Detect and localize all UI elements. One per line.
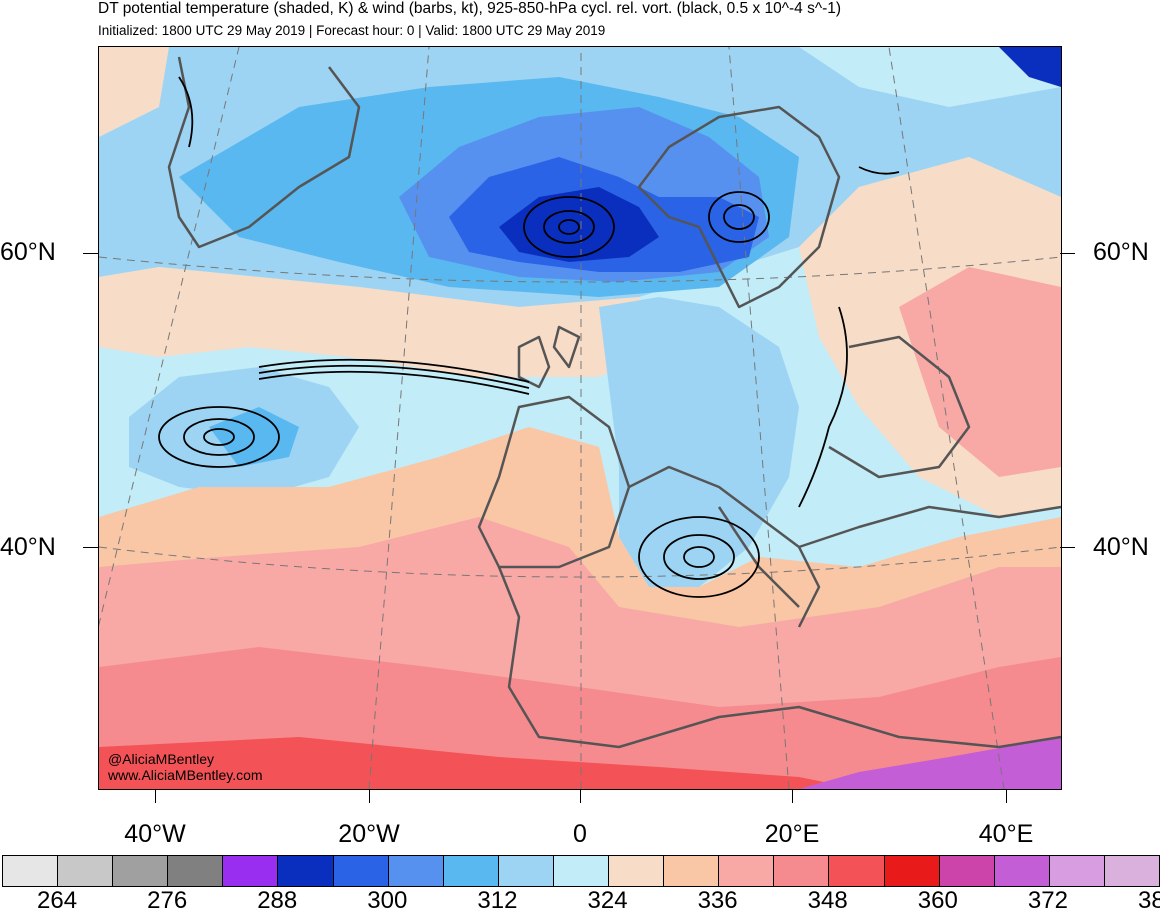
colorbar-swatch <box>58 856 114 886</box>
lon-label-40e: 40°E <box>978 820 1034 848</box>
colorbar-swatch <box>3 856 59 886</box>
colorbar-swatch <box>278 856 334 886</box>
colorbar-swatch <box>829 856 885 886</box>
colorbar-swatch <box>553 856 610 886</box>
colorbar-swatch <box>223 856 279 886</box>
colorbar-swatch <box>774 856 830 886</box>
colorbar-label: 300 <box>367 887 408 914</box>
credit-handle: @AliciaMBentley <box>108 751 215 767</box>
colorbar-label: 372 <box>1027 887 1068 914</box>
lon-label-20e: 20°E <box>764 820 820 848</box>
colorbar <box>2 855 1160 887</box>
lon-label-40w: 40°W <box>124 820 186 848</box>
colorbar-swatch <box>388 856 444 886</box>
lat-label-40n-right: 40°N <box>1093 533 1149 561</box>
colorbar-swatch <box>609 856 665 886</box>
chart-title: DT potential temperature (shaded, K) & w… <box>98 0 842 17</box>
lat-label-60n-left: 60°N <box>0 238 56 266</box>
colorbar-label: 324 <box>587 887 628 914</box>
colorbar-label: 360 <box>917 887 958 914</box>
colorbar-swatch <box>884 856 940 886</box>
colorbar-label: 348 <box>807 887 848 914</box>
lat-label-40n-left: 40°N <box>0 533 56 561</box>
credit-website: www.AliciaMBentley.com <box>108 767 263 783</box>
colorbar-label: 276 <box>147 887 188 914</box>
colorbar-label: 336 <box>697 887 738 914</box>
chart-subtitle: Initialized: 1800 UTC 29 May 2019 | Fore… <box>98 23 606 38</box>
colorbar-swatch <box>719 856 775 886</box>
colorbar-swatch <box>168 856 224 886</box>
colorbar-swatch <box>939 856 995 886</box>
colorbar-swatch <box>664 856 720 886</box>
colorbar-swatch <box>1049 856 1105 886</box>
colorbar-swatch <box>498 856 554 886</box>
colorbar-swatch <box>443 856 499 886</box>
colorbar-swatch <box>1104 856 1159 886</box>
colorbar-label: 312 <box>477 887 518 914</box>
lon-label-0: 0 <box>573 820 587 848</box>
map-panel <box>98 46 1062 790</box>
map-canvas <box>99 47 1061 789</box>
lon-label-20w: 20°W <box>338 820 400 848</box>
colorbar-swatch <box>113 856 169 886</box>
colorbar-swatch <box>333 856 389 886</box>
colorbar-swatch <box>994 856 1050 886</box>
colorbar-label: 264 <box>37 887 78 914</box>
lat-label-60n-right: 60°N <box>1093 238 1149 266</box>
colorbar-label: 384 <box>1137 887 1160 914</box>
colorbar-label: 288 <box>257 887 298 914</box>
